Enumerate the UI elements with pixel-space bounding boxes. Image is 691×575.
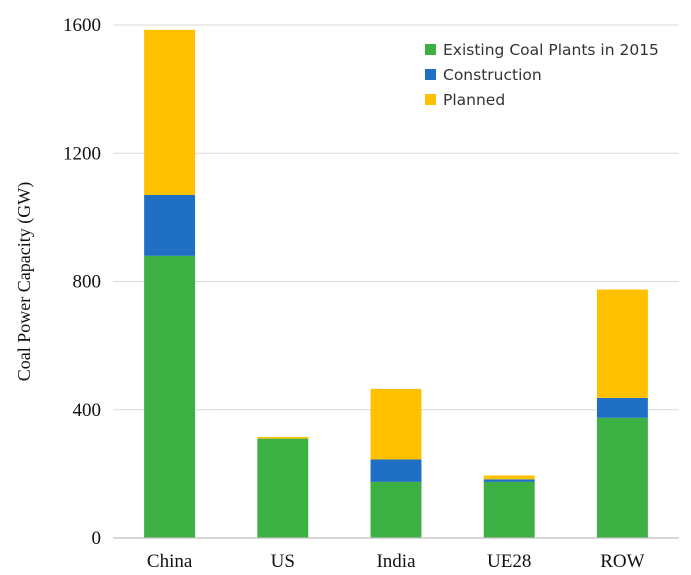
x-tick-labels: China US India UE28 ROW	[147, 551, 645, 572]
gridlines	[113, 24, 679, 411]
bar-segment	[483, 481, 535, 538]
legend-label: Construction	[443, 66, 542, 84]
x-tick-label: ROW	[600, 551, 644, 572]
x-tick-label: US	[271, 551, 295, 572]
y-tick-label: 0	[92, 528, 102, 549]
bar-segment	[144, 255, 196, 538]
bar-segment	[596, 397, 648, 418]
y-axis-title: Coal Power Capacity (GW)	[14, 182, 35, 381]
legend-swatch	[425, 44, 436, 55]
bars	[144, 29, 648, 538]
bar-segment	[483, 475, 535, 480]
bar-segment	[370, 481, 422, 538]
legend-label: Existing Coal Plants in 2015	[443, 41, 659, 59]
y-tick-label: 400	[73, 400, 102, 421]
legend-swatch	[425, 94, 436, 105]
x-tick-label: UE28	[487, 551, 531, 572]
bar-segment	[144, 29, 196, 195]
y-tick-label: 800	[73, 272, 102, 293]
bar-segment	[257, 438, 309, 538]
legend-swatch	[425, 69, 436, 80]
bar-segment	[144, 194, 196, 256]
bar-segment	[596, 289, 648, 398]
bar-segment	[257, 437, 309, 439]
x-tick-label: China	[147, 551, 193, 572]
y-tick-label: 1600	[63, 15, 101, 36]
bar-segment	[596, 417, 648, 538]
y-tick-label: 1200	[63, 143, 101, 164]
bar-segment	[370, 388, 422, 460]
legend: Existing Coal Plants in 2015 Construction…	[425, 41, 659, 109]
y-tick-labels: 0 400 800 1200 1600	[63, 15, 101, 549]
x-tick-label: India	[376, 551, 416, 572]
bar-segment	[483, 479, 535, 482]
bar-segment	[370, 459, 422, 482]
legend-label: Planned	[443, 91, 505, 109]
